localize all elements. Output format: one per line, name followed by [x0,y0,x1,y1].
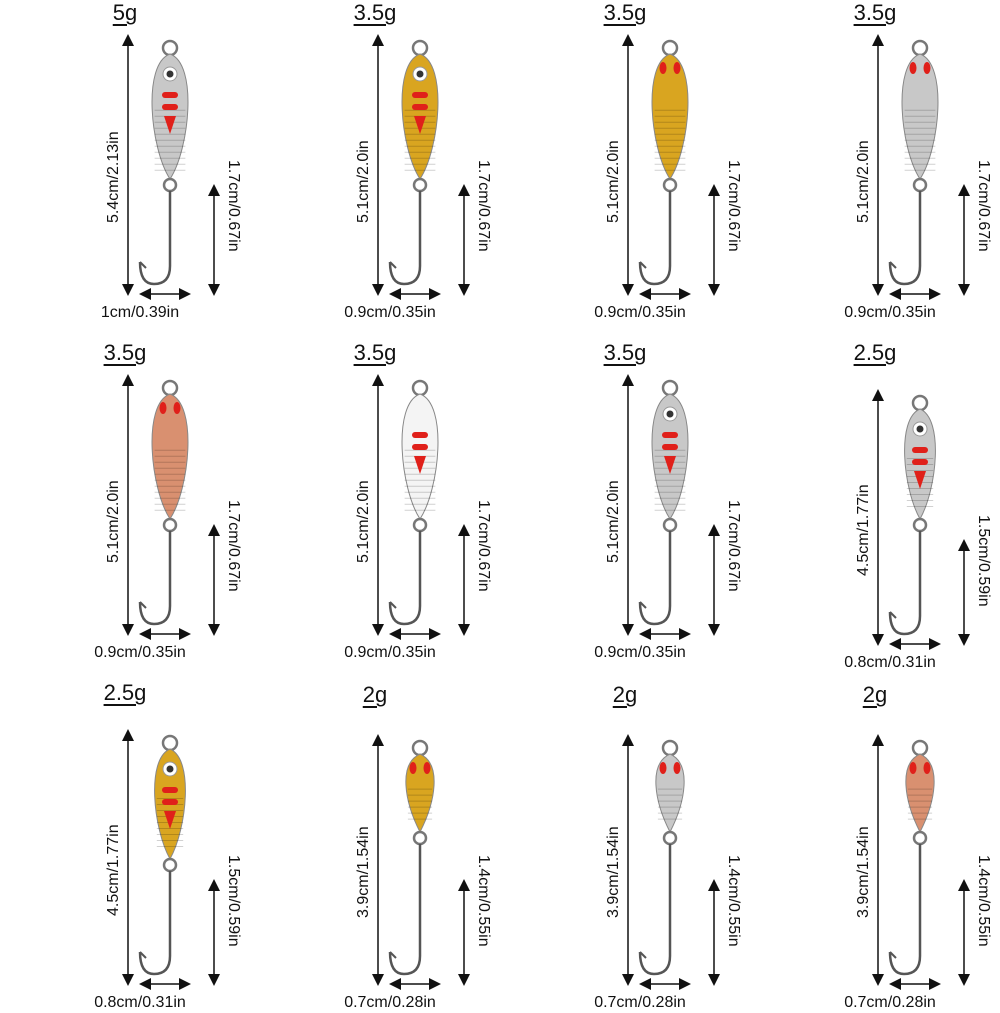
width-label: 0.7cm/0.28in [844,994,936,1011]
width-label: 0.9cm/0.35in [344,644,436,661]
lure-cell: 3.5g 5.1cm/2.0in 1.7cm/0.67in 0.9cm/0.35in [250,340,500,673]
length-label: 5.1cm/2.0in [605,140,622,223]
weight-label: 2g [612,682,638,707]
lure-illustration [872,34,970,300]
lure-illustration [122,729,220,990]
lure-illustration [622,374,720,640]
hook-length-label: 1.7cm/0.67in [725,160,742,252]
weight-label: 5g [112,0,138,25]
width-label: 0.7cm/0.28in [594,994,686,1011]
width-label: 0.9cm/0.35in [344,304,436,321]
hook-length-label: 1.7cm/0.67in [725,500,742,592]
hook-length-label: 1.7cm/0.67in [475,160,492,252]
width-label: 1cm/0.39in [100,304,180,321]
width-label: 0.9cm/0.35in [94,644,186,661]
width-label: 0.7cm/0.28in [344,994,436,1011]
lure-cell: 2g 3.9cm/1.54in 1.4cm/0.55in 0.7cm/0.28in [750,680,1000,1013]
weight-label: 3.5g [603,0,647,25]
length-label: 3.9cm/1.54in [355,826,372,918]
hook-length-label: 1.4cm/0.55in [725,855,742,947]
length-label: 5.1cm/2.0in [605,480,622,563]
lure-cell: 3.5g 5.1cm/2.0in 1.7cm/0.67in 0.9cm/0.35in [750,0,1000,333]
length-label: 4.5cm/1.77in [855,483,872,576]
lure-cell: 2.5g 4.5cm/1.77in 1.5cm/0.59in 0.8cm/0.31in [0,680,250,1013]
width-label: 0.9cm/0.35in [594,304,686,321]
length-label: 5.1cm/2.0in [355,480,372,563]
length-label: 5.1cm/2.0in [105,480,122,563]
weight-label: 2g [362,682,388,707]
lure-cell: 2g 3.9cm/1.54in 1.4cm/0.55in 0.7cm/0.28in [500,680,750,1013]
weight-label: 3.5g [353,340,397,365]
lure-illustration [622,34,720,300]
lure-illustration [372,734,470,990]
width-label: 0.9cm/0.35in [594,644,686,661]
hook-length-label: 1.4cm/0.55in [475,855,492,947]
lure-illustration [372,34,470,300]
width-label: 0.8cm/0.31in [94,994,186,1011]
lure-cell: 5g 5.4cm/2.13in 1.7cm/0.67in 1cm/0.39in [0,0,250,333]
weight-label: 3.5g [103,340,147,365]
length-label: 4.5cm/1.77in [105,823,122,916]
lure-illustration [122,374,220,640]
lure-illustration [122,34,220,300]
hook-length-label: 1.5cm/0.59in [975,515,992,607]
width-label: 0.8cm/0.31in [844,654,936,671]
hook-length-label: 1.7cm/0.67in [975,160,992,252]
lure-cell: 3.5g 5.1cm/2.0in 1.7cm/0.67in 0.9cm/0.35in [500,0,750,333]
hook-length-label: 1.7cm/0.67in [225,160,242,252]
lure-illustration [872,389,970,650]
lure-cell: 2.5g 4.5cm/1.77in 1.5cm/0.59in 0.8cm/0.31in [750,340,1000,673]
lure-cell: 3.5g 5.1cm/2.0in 1.7cm/0.67in 0.9cm/0.35in [500,340,750,673]
length-label: 3.9cm/1.54in [855,826,872,918]
weight-label: 3.5g [353,0,397,25]
length-label: 5.1cm/2.0in [855,140,872,223]
width-label: 0.9cm/0.35in [844,304,936,321]
weight-label: 2.5g [853,340,897,365]
lure-cell: 2g 3.9cm/1.54in 1.4cm/0.55in 0.7cm/0.28in [250,680,500,1013]
lure-cell: 3.5g 5.1cm/2.0in 1.7cm/0.67in 0.9cm/0.35in [250,0,500,333]
weight-label: 2.5g [103,680,147,705]
lure-cell: 3.5g 5.1cm/2.0in 1.7cm/0.67in 0.9cm/0.35in [0,340,250,673]
weight-label: 3.5g [603,340,647,365]
lure-illustration [372,374,470,640]
length-label: 3.9cm/1.54in [605,826,622,918]
lure-illustration [622,734,720,990]
length-label: 5.1cm/2.0in [355,140,372,223]
hook-length-label: 1.4cm/0.55in [975,855,992,947]
hook-length-label: 1.7cm/0.67in [475,500,492,592]
length-label: 5.4cm/2.13in [105,131,122,223]
hook-length-label: 1.7cm/0.67in [225,500,242,592]
weight-label: 2g [862,682,888,707]
lure-illustration [872,734,970,990]
weight-label: 3.5g [853,0,897,25]
hook-length-label: 1.5cm/0.59in [225,855,242,947]
